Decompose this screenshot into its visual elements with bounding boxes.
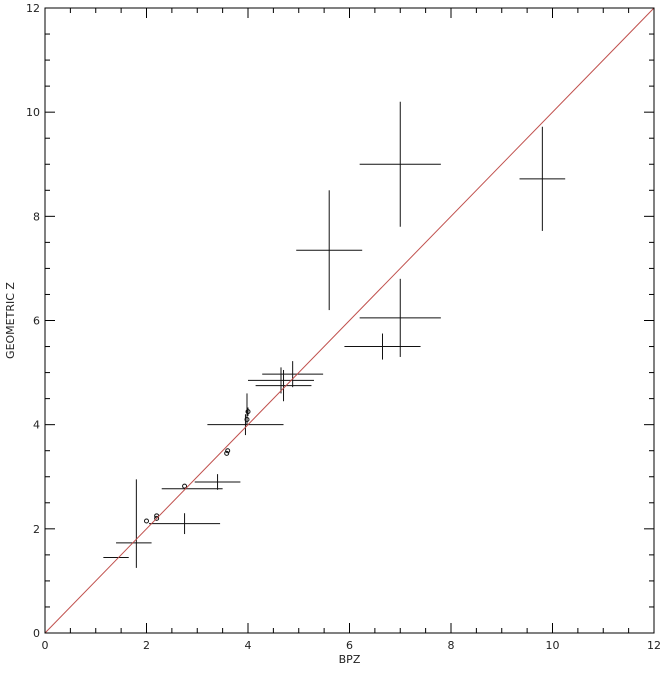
x-tick-label: 8 bbox=[448, 639, 455, 652]
x-tick-label: 12 bbox=[647, 639, 660, 652]
point-marker bbox=[154, 515, 160, 521]
y-tick-label: 4 bbox=[33, 419, 40, 432]
point-marker bbox=[225, 448, 231, 454]
data-point bbox=[224, 450, 230, 456]
data-point bbox=[245, 407, 251, 416]
error-bar-marks bbox=[103, 101, 566, 568]
y-tick-label: 8 bbox=[33, 210, 40, 223]
data-point bbox=[182, 483, 188, 489]
data-point bbox=[255, 369, 312, 402]
data-point bbox=[296, 190, 363, 311]
data-point bbox=[225, 448, 231, 454]
x-tick-label: 2 bbox=[143, 639, 150, 652]
axis-ticks: 0 2 4 6 8 10 12 0 2 4 6 8 10 12 bbox=[26, 2, 660, 652]
data-point bbox=[262, 361, 324, 388]
data-point bbox=[519, 126, 566, 231]
y-tick-label: 0 bbox=[33, 627, 40, 640]
point-marker bbox=[245, 409, 251, 415]
x-tick-label: 6 bbox=[346, 639, 353, 652]
x-tick-label: 4 bbox=[245, 639, 252, 652]
data-point bbox=[248, 367, 314, 394]
data-point bbox=[359, 101, 441, 227]
data-point bbox=[359, 278, 441, 357]
y-axis-label: GEOMETRIC Z bbox=[4, 282, 17, 359]
data-point bbox=[154, 515, 160, 521]
data-point bbox=[344, 333, 421, 360]
x-tick-label: 0 bbox=[42, 639, 49, 652]
y-tick-label: 6 bbox=[33, 315, 40, 328]
x-axis-label: BPZ bbox=[339, 653, 361, 666]
data-point bbox=[144, 518, 149, 524]
point-marker bbox=[224, 450, 230, 456]
data-point bbox=[194, 474, 241, 490]
y-tick-label: 10 bbox=[26, 106, 40, 119]
data-point bbox=[149, 513, 221, 535]
y-tick-label: 2 bbox=[33, 523, 40, 536]
y-tick-label: 12 bbox=[26, 2, 40, 15]
point-marker bbox=[182, 483, 188, 489]
one-to-one-reference-line bbox=[44, 7, 655, 634]
x-tick-label: 10 bbox=[546, 639, 560, 652]
point-marker bbox=[144, 518, 149, 524]
